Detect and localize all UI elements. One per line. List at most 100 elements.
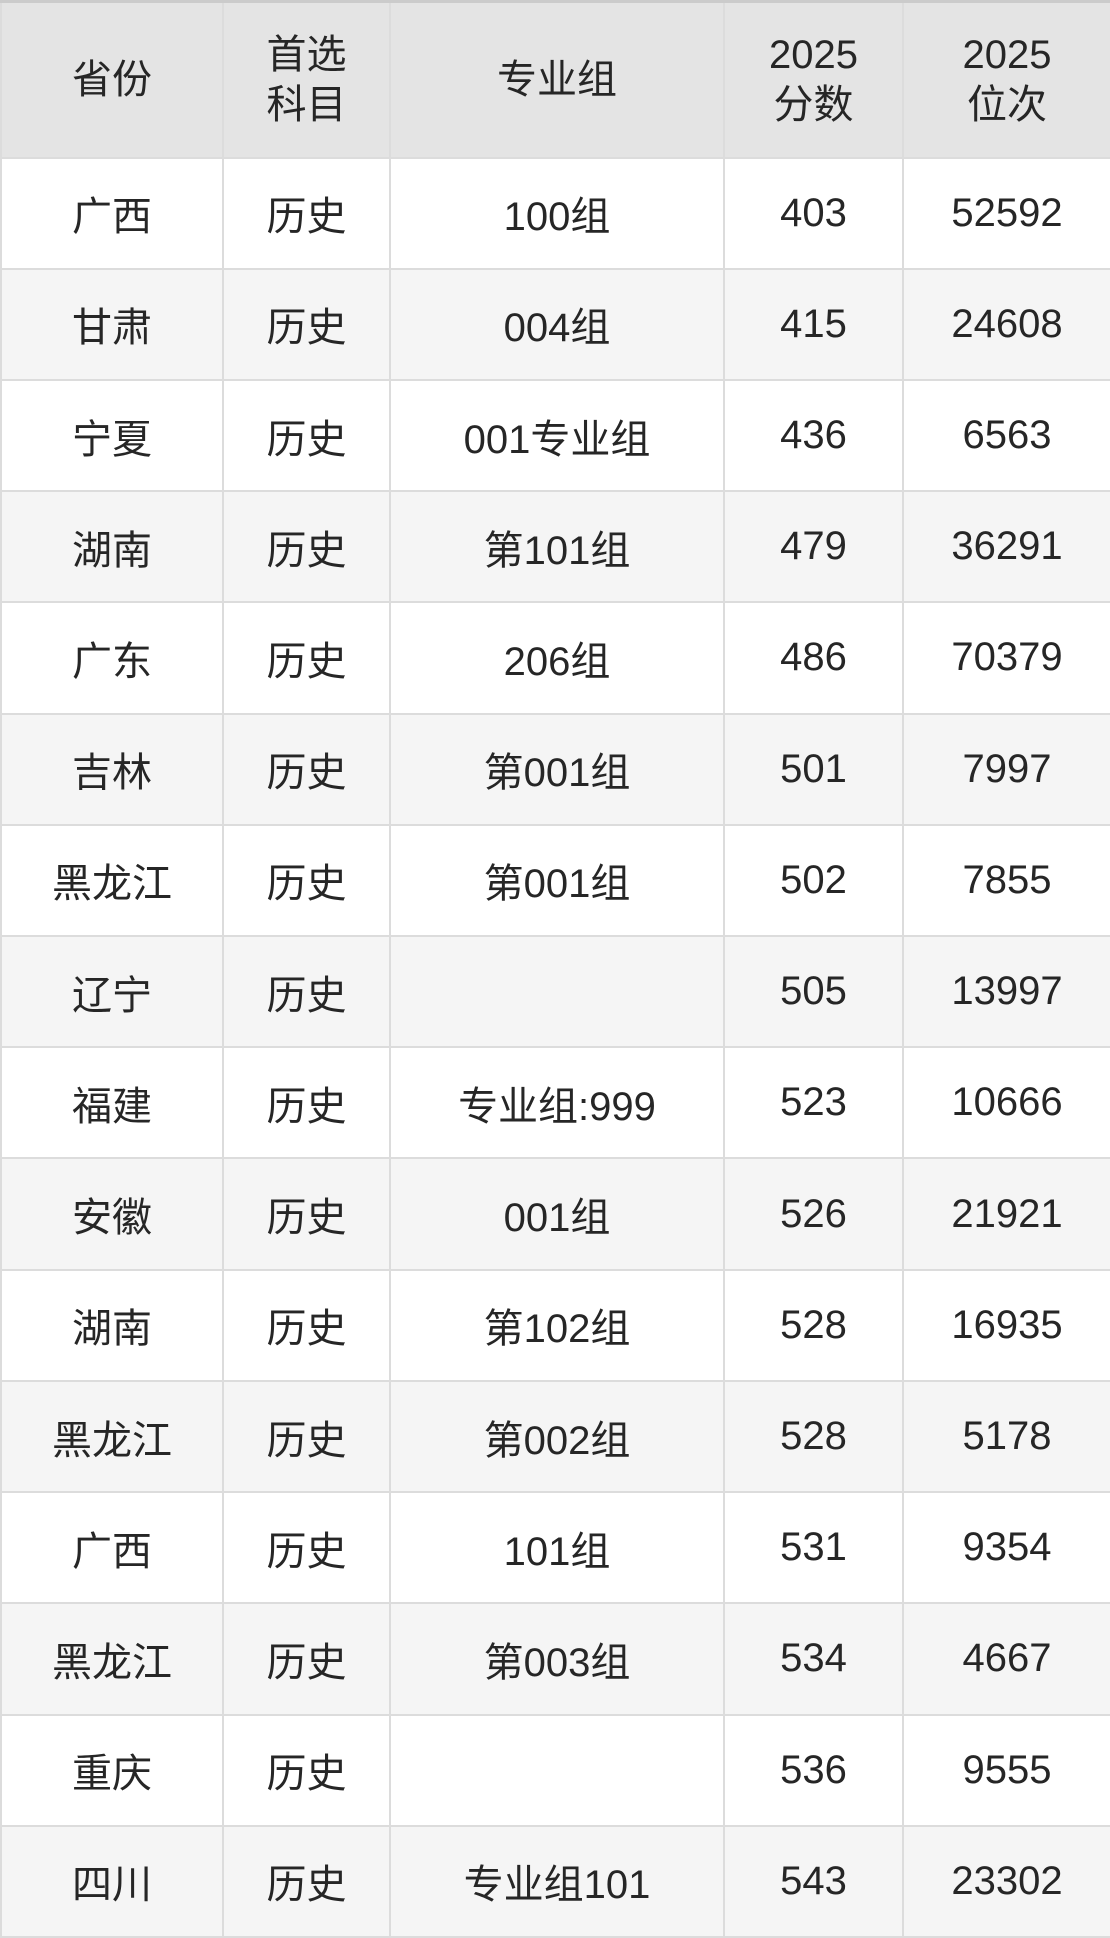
cell-subject: 历史 bbox=[222, 1491, 391, 1605]
cell-subject: 历史 bbox=[222, 156, 391, 270]
cell-score-2025: 415 bbox=[723, 267, 904, 381]
table-row: 福建 历史 专业组:999 523 10666 bbox=[0, 1046, 1110, 1160]
cell-subject: 历史 bbox=[222, 712, 391, 826]
cell-group: 第001组 bbox=[389, 712, 725, 826]
cell-group: 001组 bbox=[389, 1157, 725, 1271]
col-header-score-2025: 2025 分数 bbox=[723, 0, 904, 159]
cell-rank-2025: 52592 bbox=[902, 156, 1110, 270]
cell-rank-2025: 6563 bbox=[902, 378, 1110, 493]
cell-rank-2025: 21921 bbox=[902, 1157, 1110, 1271]
cell-subject: 历史 bbox=[222, 1602, 391, 1716]
cell-score-2025: 486 bbox=[723, 601, 904, 715]
cell-subject: 历史 bbox=[222, 1713, 391, 1827]
cell-group: 第001组 bbox=[389, 823, 725, 938]
cell-subject: 历史 bbox=[222, 823, 391, 938]
cell-rank-2025: 36291 bbox=[902, 490, 1110, 604]
cell-group: 100组 bbox=[389, 156, 725, 270]
cell-group: 206组 bbox=[389, 601, 725, 715]
cell-group: 004组 bbox=[389, 267, 725, 381]
table-row: 湖南 历史 第102组 528 16935 bbox=[0, 1268, 1110, 1382]
header-row: 省份 首选 科目 专业组 2025 分数 2025 位次 bbox=[0, 0, 1110, 159]
cell-province: 黑龙江 bbox=[0, 1602, 224, 1716]
cell-score-2025: 505 bbox=[723, 935, 904, 1049]
cell-rank-2025: 9354 bbox=[902, 1491, 1110, 1605]
col-header-group: 专业组 bbox=[389, 0, 725, 159]
cell-province: 安徽 bbox=[0, 1157, 224, 1271]
table-row: 辽宁 历史 505 13997 bbox=[0, 935, 1110, 1049]
cell-subject: 历史 bbox=[222, 1157, 391, 1271]
cell-subject: 历史 bbox=[222, 935, 391, 1049]
cell-province: 湖南 bbox=[0, 490, 224, 604]
cell-rank-2025: 23302 bbox=[902, 1824, 1110, 1938]
cell-subject: 历史 bbox=[222, 1379, 391, 1494]
cell-subject: 历史 bbox=[222, 1046, 391, 1160]
col-header-rank-2025: 2025 位次 bbox=[902, 0, 1110, 159]
cell-province: 黑龙江 bbox=[0, 823, 224, 938]
cell-score-2025: 534 bbox=[723, 1602, 904, 1716]
cell-score-2025: 526 bbox=[723, 1157, 904, 1271]
cell-subject: 历史 bbox=[222, 601, 391, 715]
table-header: 省份 首选 科目 专业组 2025 分数 2025 位次 bbox=[0, 0, 1110, 159]
cell-rank-2025: 10666 bbox=[902, 1046, 1110, 1160]
cell-province: 甘肃 bbox=[0, 267, 224, 381]
cell-group: 101组 bbox=[389, 1491, 725, 1605]
cell-province: 辽宁 bbox=[0, 935, 224, 1049]
cell-group: 第003组 bbox=[389, 1602, 725, 1716]
cell-group bbox=[389, 935, 725, 1049]
col-header-province: 省份 bbox=[0, 0, 224, 159]
table-row: 黑龙江 历史 第003组 534 4667 bbox=[0, 1602, 1110, 1716]
cell-province: 广西 bbox=[0, 156, 224, 270]
cell-score-2025: 531 bbox=[723, 1491, 904, 1605]
cell-province: 黑龙江 bbox=[0, 1379, 224, 1494]
cell-rank-2025: 5178 bbox=[902, 1379, 1110, 1494]
cell-rank-2025: 7855 bbox=[902, 823, 1110, 938]
cell-rank-2025: 70379 bbox=[902, 601, 1110, 715]
cell-group: 专业组:999 bbox=[389, 1046, 725, 1160]
cell-group bbox=[389, 1713, 725, 1827]
cell-score-2025: 502 bbox=[723, 823, 904, 938]
cell-rank-2025: 7997 bbox=[902, 712, 1110, 826]
cell-subject: 历史 bbox=[222, 1268, 391, 1382]
table-row: 广东 历史 206组 486 70379 bbox=[0, 601, 1110, 715]
table-row: 湖南 历史 第101组 479 36291 bbox=[0, 490, 1110, 604]
cell-province: 福建 bbox=[0, 1046, 224, 1160]
cell-group: 第101组 bbox=[389, 490, 725, 604]
table-body: 广西 历史 100组 403 52592 甘肃 历史 004组 415 2460… bbox=[0, 156, 1110, 1938]
cell-score-2025: 436 bbox=[723, 378, 904, 493]
table-row: 安徽 历史 001组 526 21921 bbox=[0, 1157, 1110, 1271]
cell-rank-2025: 4667 bbox=[902, 1602, 1110, 1716]
cell-province: 宁夏 bbox=[0, 378, 224, 493]
table-row: 吉林 历史 第001组 501 7997 bbox=[0, 712, 1110, 826]
cell-subject: 历史 bbox=[222, 378, 391, 493]
cell-rank-2025: 16935 bbox=[902, 1268, 1110, 1382]
cell-score-2025: 528 bbox=[723, 1268, 904, 1382]
table-row: 黑龙江 历史 第002组 528 5178 bbox=[0, 1379, 1110, 1494]
table-row: 四川 历史 专业组101 543 23302 bbox=[0, 1824, 1110, 1938]
cell-province: 广东 bbox=[0, 601, 224, 715]
cell-subject: 历史 bbox=[222, 1824, 391, 1938]
cell-rank-2025: 13997 bbox=[902, 935, 1110, 1049]
table-row: 广西 历史 100组 403 52592 bbox=[0, 156, 1110, 270]
cell-province: 湖南 bbox=[0, 1268, 224, 1382]
table-row: 黑龙江 历史 第001组 502 7855 bbox=[0, 823, 1110, 938]
cell-score-2025: 501 bbox=[723, 712, 904, 826]
cell-group: 001专业组 bbox=[389, 378, 725, 493]
cell-score-2025: 523 bbox=[723, 1046, 904, 1160]
col-header-subject: 首选 科目 bbox=[222, 0, 391, 159]
cell-group: 专业组101 bbox=[389, 1824, 725, 1938]
cell-province: 广西 bbox=[0, 1491, 224, 1605]
cell-group: 第002组 bbox=[389, 1379, 725, 1494]
cell-score-2025: 479 bbox=[723, 490, 904, 604]
cell-score-2025: 528 bbox=[723, 1379, 904, 1494]
cell-province: 四川 bbox=[0, 1824, 224, 1938]
table-row: 广西 历史 101组 531 9354 bbox=[0, 1491, 1110, 1605]
cell-score-2025: 403 bbox=[723, 156, 904, 270]
table-row: 宁夏 历史 001专业组 436 6563 bbox=[0, 378, 1110, 493]
table-row: 甘肃 历史 004组 415 24608 bbox=[0, 267, 1110, 381]
table-row: 重庆 历史 536 9555 bbox=[0, 1713, 1110, 1827]
cell-rank-2025: 24608 bbox=[902, 267, 1110, 381]
cell-rank-2025: 9555 bbox=[902, 1713, 1110, 1827]
cell-subject: 历史 bbox=[222, 490, 391, 604]
cell-province: 吉林 bbox=[0, 712, 224, 826]
